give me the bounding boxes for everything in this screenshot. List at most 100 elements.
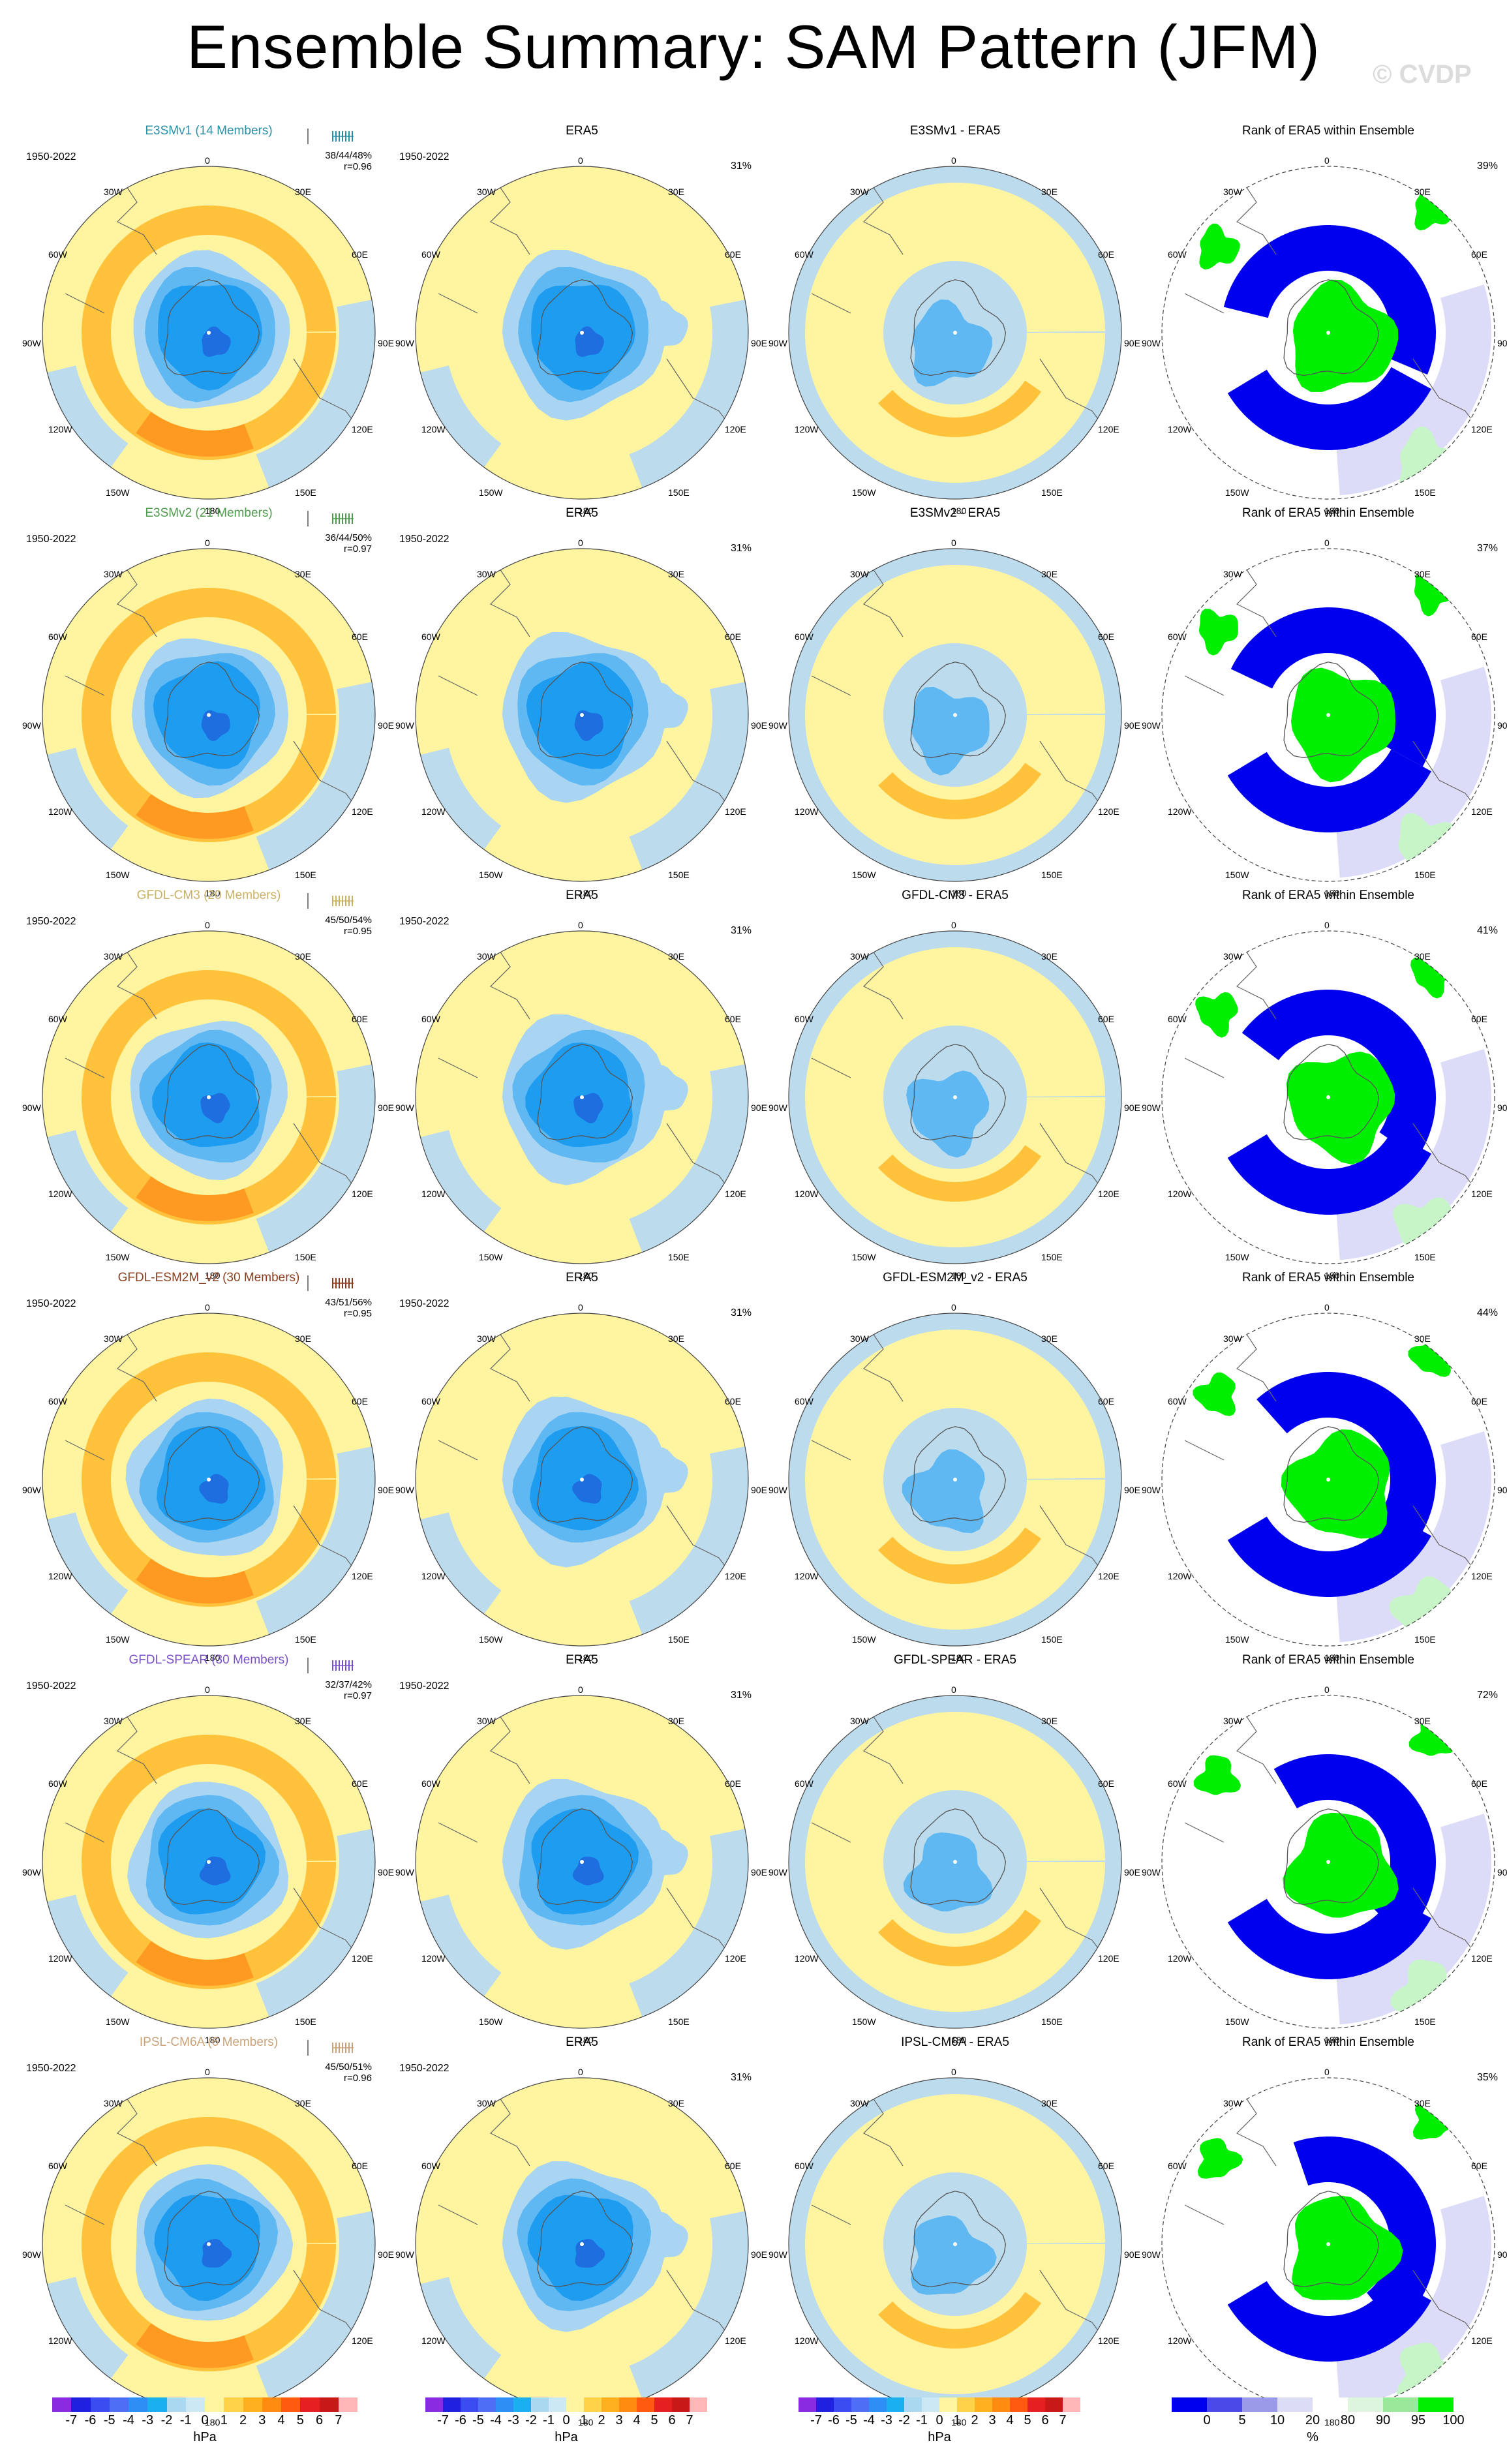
rank-blue-ring xyxy=(1230,607,1436,767)
longitude-label: 30E xyxy=(668,2098,684,2108)
longitude-label: 30W xyxy=(477,1333,496,1344)
longitude-label: 30E xyxy=(295,951,311,962)
polar-map xyxy=(788,166,1122,500)
map-edge-region xyxy=(417,748,502,853)
longitude-label: 0 xyxy=(578,2067,583,2077)
rank-green-center xyxy=(1283,1812,1399,1918)
longitude-label: 90E xyxy=(751,1485,767,1495)
longitude-label: 60W xyxy=(421,2161,440,2171)
panel-title: GFDL-SPEAR (30 Members) xyxy=(129,1653,289,1667)
longitude-label: 0 xyxy=(578,920,583,930)
polar-map xyxy=(788,930,1122,1264)
map-band-positive xyxy=(878,1145,1042,1202)
colorbar-swatch xyxy=(566,2397,585,2412)
longitude-label: 120W xyxy=(48,2335,72,2346)
colorbar-tick-label: 2 xyxy=(239,2413,247,2427)
colorbar-swatch xyxy=(147,2397,168,2412)
colorbar-tick-label: 0 xyxy=(562,2413,570,2427)
panel-title: ERA5 xyxy=(566,124,598,138)
longitude-label: 60W xyxy=(48,249,67,260)
map-contour-neg3 xyxy=(525,1042,633,1148)
panel-rank: Rank of ERA5 within Ensemble 72% 0 30E 60E 90… xyxy=(1142,1653,1507,2045)
polar-map xyxy=(42,166,376,500)
pct-variance-explained: 37% xyxy=(1476,543,1498,554)
longitude-label: 30W xyxy=(477,1716,496,1726)
longitude-label: 150W xyxy=(852,1634,876,1645)
period-label: 1950-2022 xyxy=(26,151,76,162)
map-anomaly-patch xyxy=(642,1447,688,1496)
longitude-label: 60E xyxy=(1471,1014,1487,1024)
map-patch-negative xyxy=(913,299,992,387)
stats-box: 45/50/54% r=0.95 xyxy=(325,915,372,937)
coastline xyxy=(489,1711,530,1784)
map-border xyxy=(788,548,1122,882)
longitude-label: 0 xyxy=(1324,538,1330,548)
map-edge-region xyxy=(256,299,375,491)
longitude-label: 90E xyxy=(1124,2249,1140,2260)
map-edge-region xyxy=(629,1446,748,1638)
pct-variance-explained: 39% xyxy=(1476,160,1498,172)
colorbar-tick-label: -3 xyxy=(142,2413,154,2427)
longitude-label: 180 xyxy=(1324,2417,1340,2427)
coastline xyxy=(438,675,478,696)
longitude-label: 90W xyxy=(1142,720,1161,731)
panel-title: Rank of ERA5 within Ensemble xyxy=(1241,2035,1414,2049)
map-edge-region xyxy=(256,1063,375,1256)
colorbar-tick-label: 2 xyxy=(971,2413,979,2427)
panel-title: Rank of ERA5 within Ensemble xyxy=(1241,889,1414,902)
longitude-label: 150E xyxy=(1041,487,1063,498)
colorbar-swatch xyxy=(816,2397,834,2412)
period-label: 1950-2022 xyxy=(26,1298,76,1309)
antarctica-outline xyxy=(910,1426,1007,1523)
rank-green-center xyxy=(1292,279,1399,392)
longitude-label: 150W xyxy=(1225,487,1249,498)
rank-green-center xyxy=(1292,2195,1403,2300)
longitude-label: 150W xyxy=(852,870,876,880)
longitude-label: 30W xyxy=(1223,1716,1242,1726)
pct-variance-stats: 32/37/42% xyxy=(325,1679,372,1690)
pct-variance-explained: 31% xyxy=(730,1307,752,1318)
map-edge-region xyxy=(44,1894,129,2000)
pole-marker xyxy=(580,1095,584,1099)
longitude-label: 150E xyxy=(1041,1634,1063,1645)
longitude-label: 150W xyxy=(1225,1252,1249,1262)
longitude-label: 150E xyxy=(668,2016,690,2027)
longitude-label: 180 xyxy=(578,506,594,516)
longitude-label: 30E xyxy=(295,1333,311,1344)
panel-title: E3SMv2 - ERA5 xyxy=(909,506,1001,520)
pole-marker xyxy=(580,1478,584,1482)
longitude-label: 120E xyxy=(725,1571,746,1581)
map-patch-negative xyxy=(906,1071,990,1158)
antarctica-outline xyxy=(1283,662,1380,759)
longitude-label: 150E xyxy=(1414,1252,1436,1262)
longitude-label: 30W xyxy=(104,569,123,579)
map-border xyxy=(1161,930,1495,1264)
longitude-label: 0 xyxy=(205,920,210,930)
longitude-label: 120W xyxy=(795,806,819,817)
pct-variance-stats: 45/50/51% xyxy=(325,2061,372,2073)
pole-marker xyxy=(1326,713,1330,717)
colorbar-swatch xyxy=(957,2397,975,2412)
antarctica-outline xyxy=(164,1044,260,1141)
colorbar-tick-label: -3 xyxy=(881,2413,892,2427)
longitude-label: 30W xyxy=(850,1716,869,1726)
pole-marker xyxy=(580,2242,584,2246)
colorbar-tick-label: 3 xyxy=(615,2413,623,2427)
map-edge-region xyxy=(629,1063,748,1256)
longitude-label: 60W xyxy=(795,249,814,260)
longitude-label: 30W xyxy=(850,187,869,197)
colorbar-swatch xyxy=(939,2397,958,2412)
polar-map xyxy=(415,1313,749,1647)
map-anomaly-patch xyxy=(642,1065,688,1114)
map-contour-neg4 xyxy=(199,1856,231,1885)
longitude-label: 180 xyxy=(1324,1270,1340,1281)
panel-title: IPSL-CM6A (6 Members) xyxy=(139,2035,279,2049)
polar-map xyxy=(1161,548,1495,882)
coastline xyxy=(862,947,904,1020)
colorbar-tick-label: -5 xyxy=(103,2413,115,2427)
coastline xyxy=(65,293,105,314)
longitude-label: 60E xyxy=(1098,2161,1114,2171)
rank-region xyxy=(1336,1049,1491,1260)
colorbar-swatch xyxy=(300,2397,320,2412)
longitude-label: 60E xyxy=(352,2161,368,2171)
